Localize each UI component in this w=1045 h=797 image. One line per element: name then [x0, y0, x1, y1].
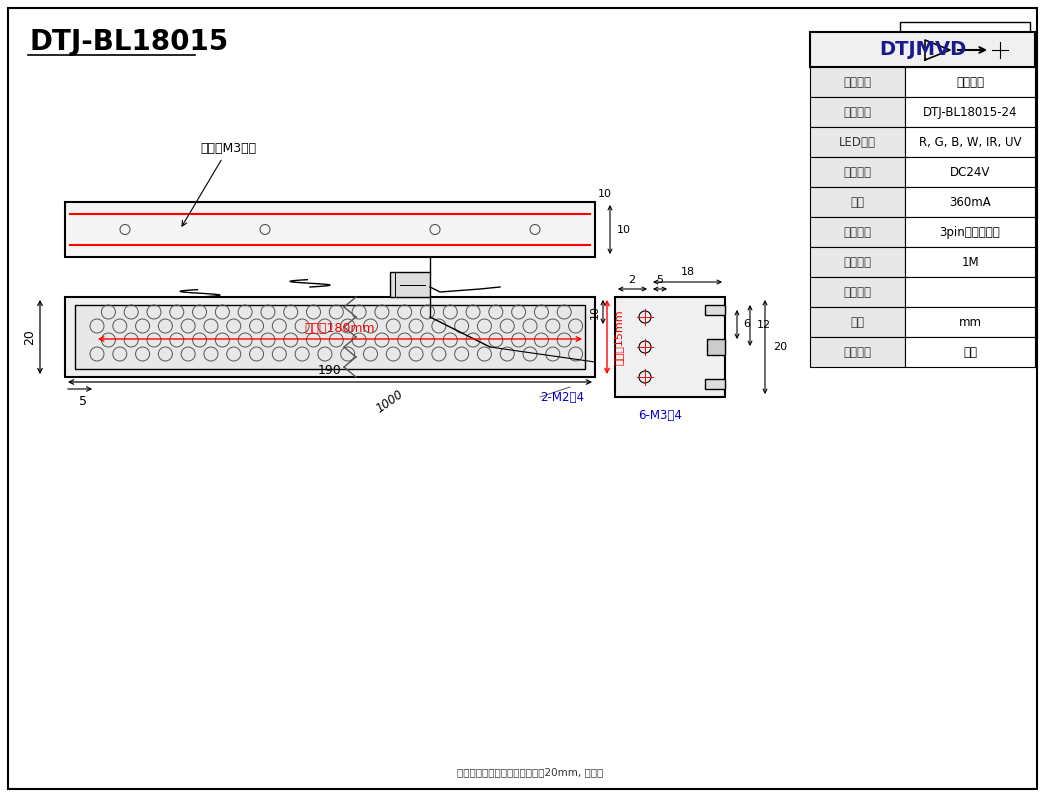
Text: 6: 6 [743, 319, 750, 329]
Bar [75, 305, 585, 369]
Bar [65, 202, 595, 257]
Text: 条形光源: 条形光源 [956, 76, 984, 88]
Bar [707, 339, 725, 355]
Bar [905, 277, 1035, 307]
Bar [905, 97, 1035, 127]
Bar [810, 277, 905, 307]
Text: 10: 10 [598, 189, 612, 199]
Bar [810, 127, 905, 157]
Text: 190: 190 [318, 364, 342, 377]
Text: DTJMVD: DTJMVD [879, 40, 967, 59]
Bar [810, 307, 905, 337]
Text: R, G, B, W, IR, UV: R, G, B, W, IR, UV [919, 135, 1021, 148]
Bar [810, 97, 905, 127]
Bar [390, 272, 429, 297]
Bar [905, 67, 1035, 97]
Bar [810, 32, 1035, 67]
Text: DTJ-BL18015: DTJ-BL18015 [30, 28, 229, 56]
Bar [905, 157, 1035, 187]
Text: 20: 20 [23, 329, 37, 345]
Text: 产品名称: 产品名称 [843, 76, 872, 88]
Text: 360mA: 360mA [949, 195, 991, 209]
Text: 单位: 单位 [851, 316, 864, 328]
Text: 表面处理: 表面处理 [843, 346, 872, 359]
Bar [810, 67, 905, 97]
Bar [810, 157, 905, 187]
Text: 5: 5 [656, 275, 664, 285]
Text: 产品型号: 产品型号 [843, 105, 872, 119]
Bar [900, 22, 1030, 77]
Bar [905, 217, 1035, 247]
Bar [810, 337, 905, 367]
Text: 5: 5 [79, 395, 87, 408]
Bar [810, 187, 905, 217]
Bar [616, 297, 725, 397]
Text: 光源线长: 光源线长 [843, 256, 872, 269]
Text: 10: 10 [590, 305, 600, 319]
Text: 18: 18 [680, 267, 695, 277]
Bar [905, 187, 1035, 217]
Polygon shape [925, 40, 950, 60]
Bar [905, 247, 1035, 277]
Text: 光源接口: 光源接口 [843, 226, 872, 238]
Bar [810, 247, 905, 277]
Text: mm: mm [958, 316, 981, 328]
Text: 可移动M3螺母: 可移动M3螺母 [182, 142, 256, 226]
Text: DTJ-BL18015-24: DTJ-BL18015-24 [923, 105, 1017, 119]
Bar [905, 307, 1035, 337]
Text: 发光区15mm: 发光区15mm [614, 309, 624, 365]
Bar [705, 305, 725, 315]
Text: LED颜色: LED颜色 [839, 135, 876, 148]
Text: 发光区180mm: 发光区180mm [305, 322, 375, 335]
Text: 10: 10 [617, 225, 631, 234]
Bar [810, 217, 905, 247]
Text: 6-M3深4: 6-M3深4 [638, 409, 682, 422]
Text: 输入电压: 输入电压 [843, 166, 872, 179]
Text: 在原来的基础上发光区的长度加20mm, 都能做: 在原来的基础上发光区的长度加20mm, 都能做 [457, 767, 603, 777]
Text: 电流: 电流 [851, 195, 864, 209]
Bar [705, 379, 725, 389]
Text: DC24V: DC24V [950, 166, 991, 179]
Text: 1000: 1000 [374, 388, 407, 416]
Text: 黑色: 黑色 [963, 346, 977, 359]
Text: 2-M2深4: 2-M2深4 [540, 391, 584, 403]
Bar [905, 127, 1035, 157]
Text: 20: 20 [773, 342, 787, 352]
Text: 照射角度: 照射角度 [843, 285, 872, 299]
Text: 12: 12 [757, 320, 771, 330]
Text: 3pin（中间空）: 3pin（中间空） [939, 226, 1000, 238]
Text: 2: 2 [628, 275, 635, 285]
Bar [905, 337, 1035, 367]
Text: 1M: 1M [961, 256, 979, 269]
Bar [65, 297, 595, 377]
